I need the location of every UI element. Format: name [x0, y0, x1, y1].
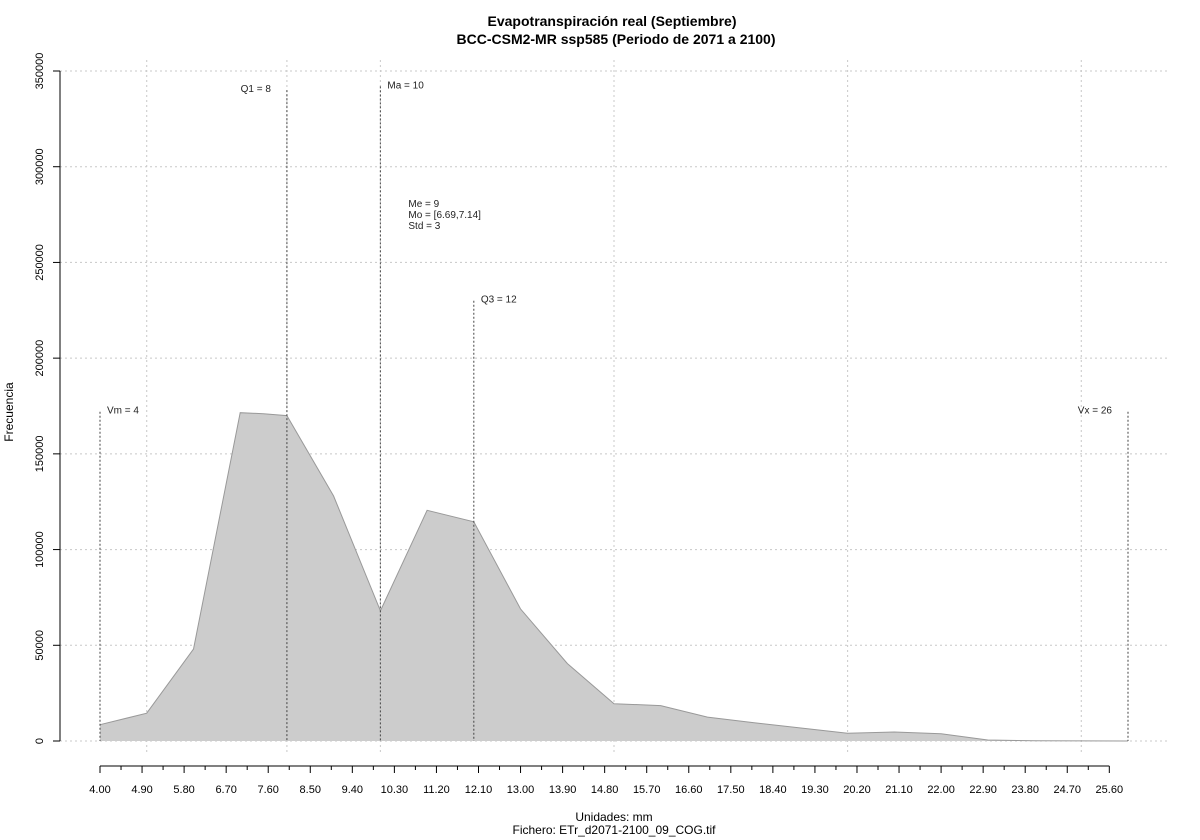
x-tick-label: 24.70	[1053, 784, 1081, 796]
marker-label: Vm = 4	[107, 406, 139, 417]
x-tick-label: 18.40	[759, 784, 787, 796]
x-tick-label: 9.40	[342, 784, 363, 796]
y-tick-label: 0	[34, 738, 46, 744]
marker-label: Q1 = 8	[241, 84, 272, 95]
chart-caption: Fichero: ETr_d2071-2100_09_COG.tif	[513, 823, 717, 837]
x-tick-label: 17.50	[717, 784, 745, 796]
chart-title: Evapotranspiración real (Septiembre)	[488, 13, 737, 29]
x-tick-label: 13.90	[549, 784, 577, 796]
x-tick-label: 14.80	[591, 784, 619, 796]
marker-label: Vx = 26	[1078, 406, 1113, 417]
x-tick-label: 8.50	[300, 784, 321, 796]
chart-subtitle: BCC-CSM2-MR ssp585 (Periodo de 2071 a 21…	[457, 31, 776, 47]
x-tick-label: 16.60	[675, 784, 703, 796]
x-tick-label: 4.00	[89, 784, 110, 796]
x-tick-label: 4.90	[131, 784, 152, 796]
x-tick-label: 10.30	[381, 784, 409, 796]
marker-label: Q3 = 12	[481, 295, 517, 306]
stats-annotation-line: Mo = [6.69,7.14]	[408, 210, 481, 221]
x-tick-label: 25.60	[1096, 784, 1124, 796]
frequency-area-outline	[99, 412, 1129, 742]
x-axis-label: Unidades: mm	[575, 810, 652, 824]
x-tick-label: 13.00	[507, 784, 535, 796]
x-tick-label: 21.10	[885, 784, 913, 796]
x-tick-label: 22.00	[927, 784, 955, 796]
x-tick-label: 5.80	[173, 784, 194, 796]
x-tick-label: 22.90	[969, 784, 997, 796]
marker-label: Ma = 10	[387, 80, 424, 91]
x-tick-label: 7.60	[258, 784, 279, 796]
y-tick-label: 250000	[34, 244, 46, 281]
frequency-area	[99, 412, 1129, 742]
y-tick-label: 200000	[34, 340, 46, 377]
y-tick-label: 150000	[34, 435, 46, 472]
y-tick-label: 100000	[34, 531, 46, 568]
stats-annotation-line: Me = 9	[408, 199, 439, 210]
x-tick-label: 12.10	[465, 784, 493, 796]
y-tick-label: 350000	[34, 53, 46, 90]
stats-annotation-line: Std = 3	[408, 221, 440, 232]
x-tick-label: 11.20	[423, 784, 450, 796]
x-tick-label: 6.70	[215, 784, 236, 796]
x-tick-label: 19.30	[801, 784, 829, 796]
y-axis-label: Frecuencia	[2, 382, 16, 442]
axes: 0 50000 100000 150000 200000 250000 300000 3500…	[34, 53, 1123, 796]
y-tick-label: 50000	[34, 630, 46, 661]
x-tick-label: 23.80	[1011, 784, 1039, 796]
frequency-area-fill	[100, 412, 1128, 741]
statistic-markers: Vm = 4 Q1 = 8 Ma = 10 Q3 = 12 Vx = 26 Me = 9M…	[99, 80, 1129, 741]
x-tick-label: 20.20	[843, 784, 871, 796]
y-tick-label: 300000	[34, 148, 46, 185]
x-tick-label: 15.70	[633, 784, 661, 796]
